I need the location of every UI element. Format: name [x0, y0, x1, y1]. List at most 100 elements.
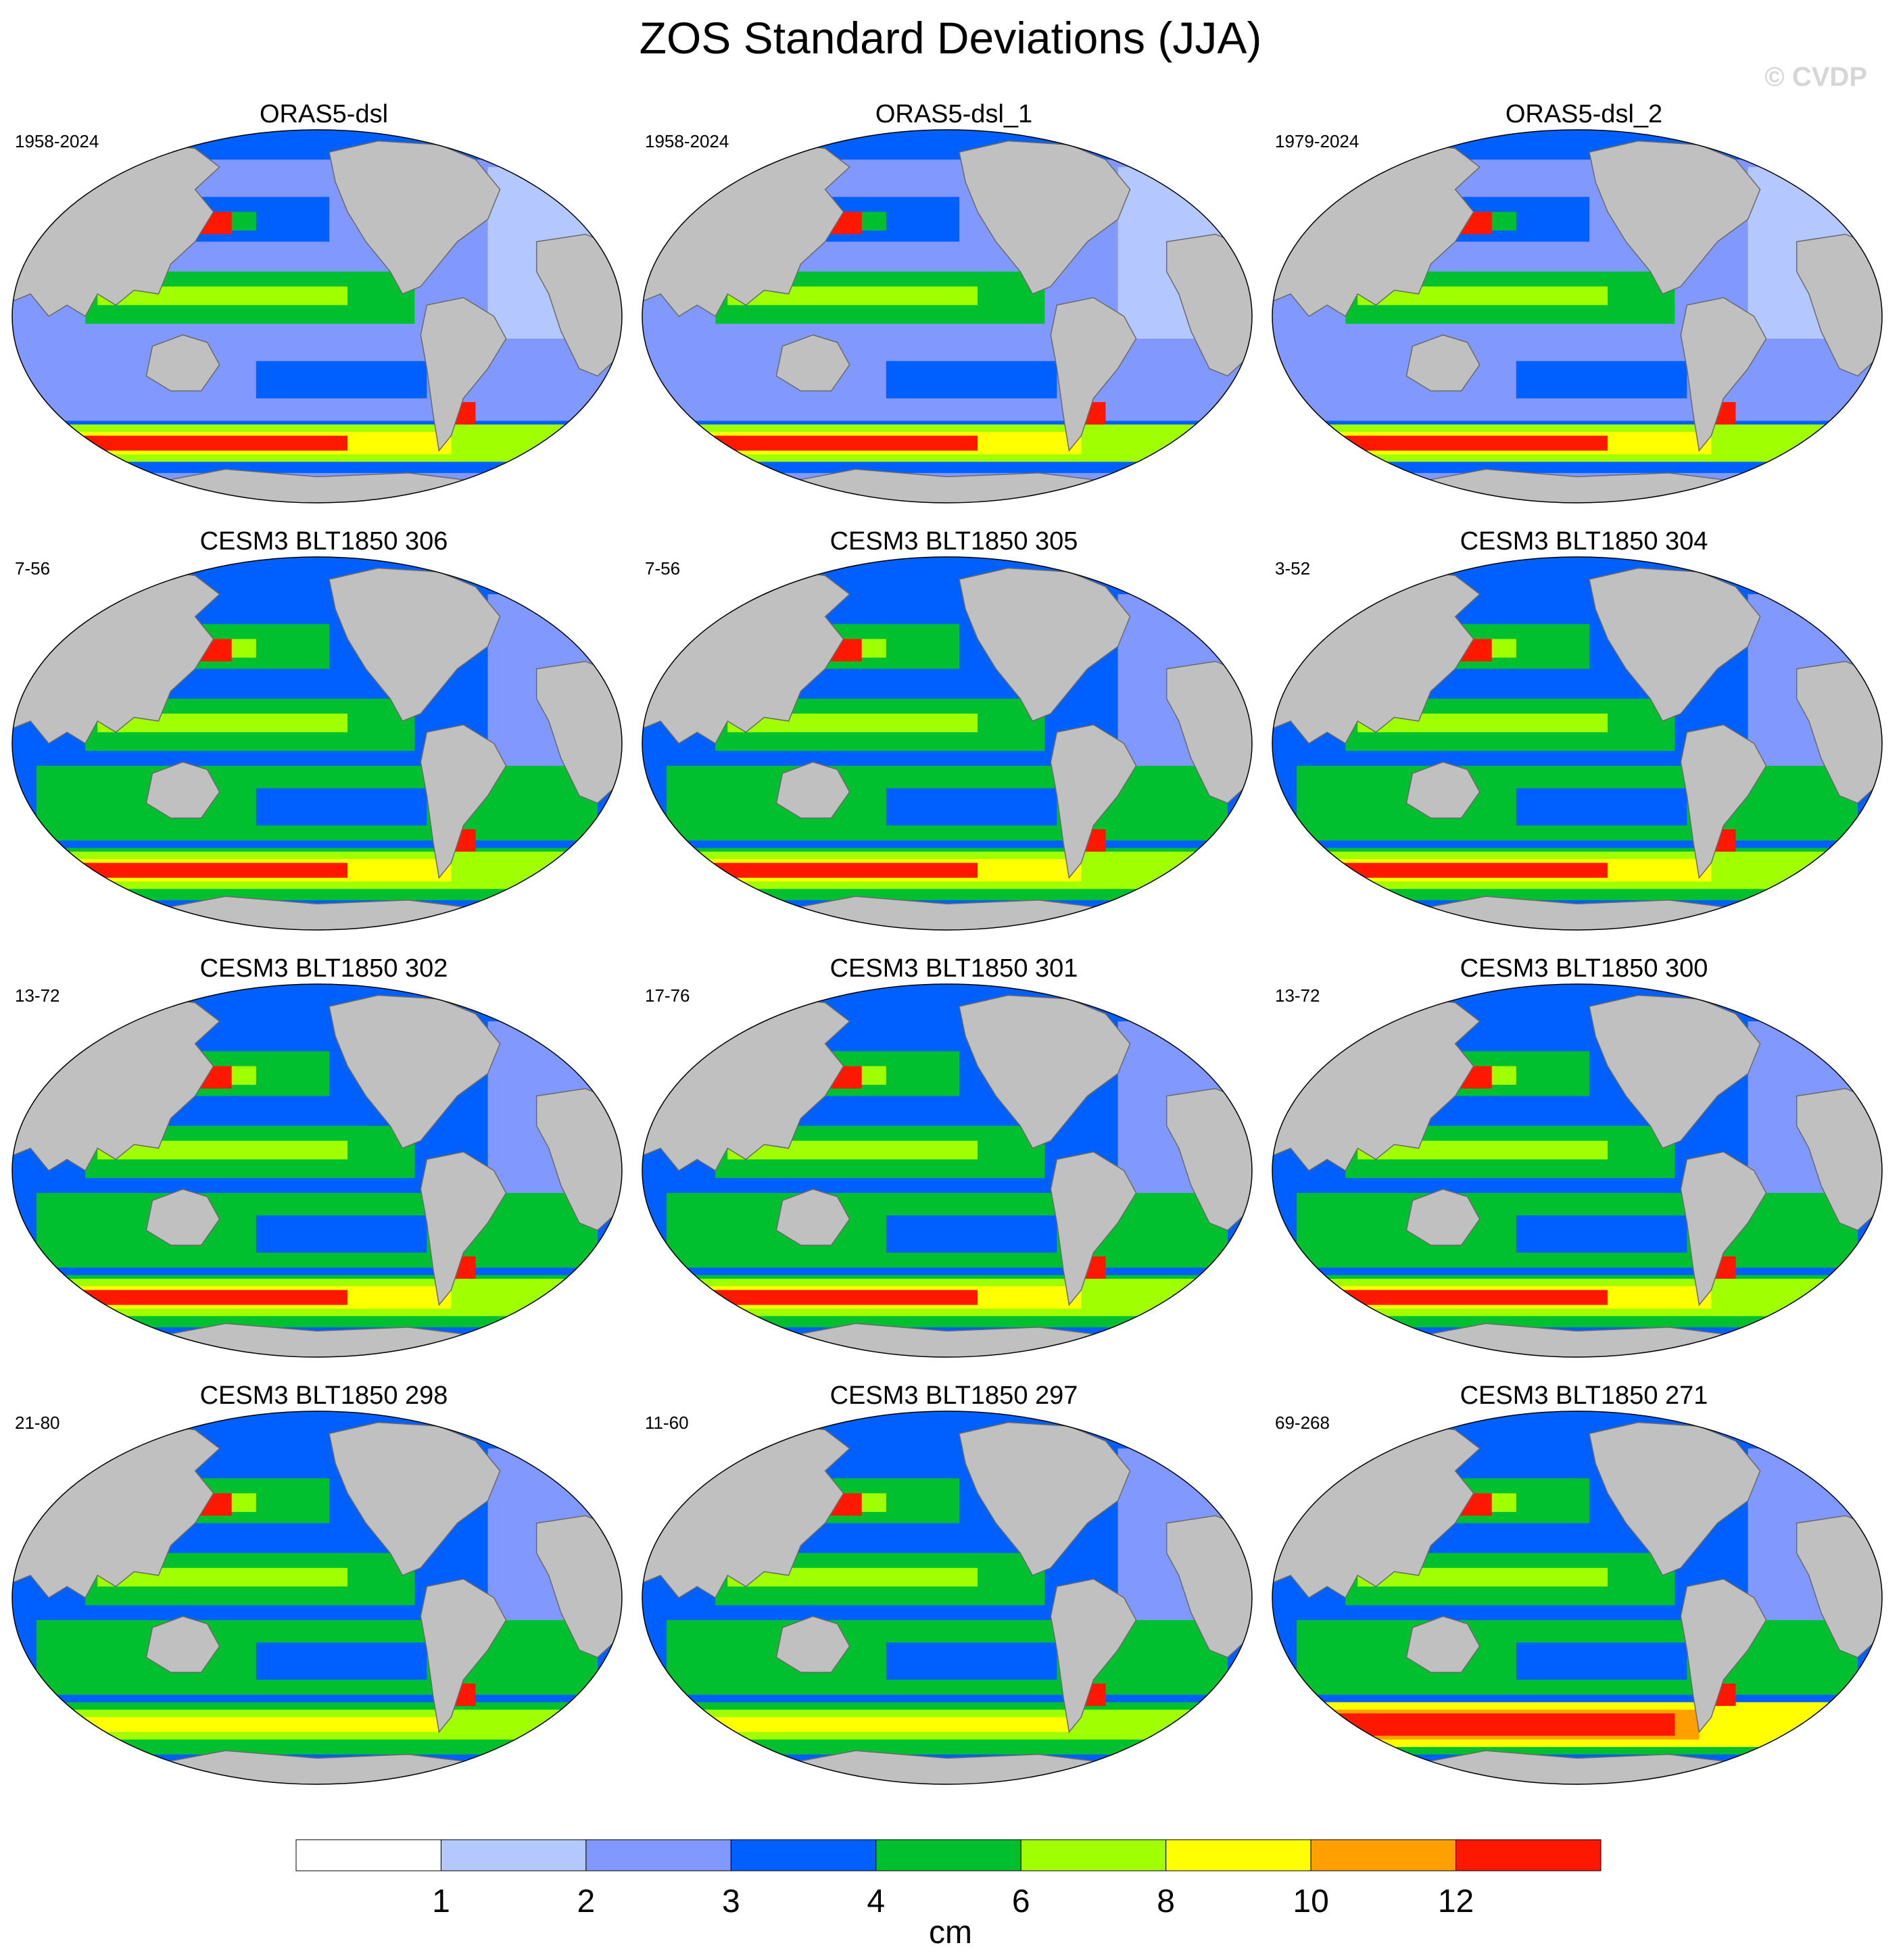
land-australia — [145, 1188, 220, 1246]
land-northamerica — [959, 994, 1131, 1149]
variability-band — [886, 788, 1057, 826]
map-panel: CESM3 BLT1850 271 69-268 — [1270, 1381, 1898, 1814]
map-border — [642, 129, 1253, 504]
map-border — [11, 983, 623, 1358]
variability-band — [12, 984, 622, 1014]
land-northamerica — [959, 1421, 1131, 1576]
variability-band — [61, 862, 348, 878]
global-map — [11, 1411, 623, 1785]
watermark: © CVDP — [1764, 62, 1867, 92]
map-panel: ORAS5-dsl_2 1979-2024 — [1270, 100, 1898, 533]
land-northamerica — [959, 140, 1131, 295]
map-border — [11, 1411, 623, 1785]
global-map — [11, 556, 623, 931]
panel-title: CESM3 BLT1850 298 — [199, 1381, 448, 1410]
panel-title: ORAS5-dsl_1 — [875, 100, 1033, 128]
variability-band — [256, 788, 427, 826]
land-northamerica — [1589, 994, 1761, 1149]
global-map — [642, 1411, 1253, 1785]
variability-band — [642, 1411, 1252, 1442]
variability-band — [886, 361, 1057, 399]
land-northamerica — [1589, 140, 1761, 295]
map-panel: CESM3 BLT1850 305 7-56 — [640, 527, 1268, 960]
map-border — [1272, 983, 1883, 1358]
variability-band — [1516, 1642, 1687, 1680]
variability-band — [642, 130, 1252, 160]
map-panel: ORAS5-dsl_1 1958-2024 — [640, 100, 1268, 533]
variability-band — [61, 435, 348, 451]
map-panel: ORAS5-dsl 1958-2024 — [9, 100, 638, 533]
variability-band — [886, 1642, 1057, 1680]
variability-band — [1321, 435, 1608, 451]
map-panel: CESM3 BLT1850 297 11-60 — [640, 1381, 1268, 1814]
variability-band — [1516, 361, 1687, 399]
land-northamerica — [959, 567, 1131, 722]
variability-band — [1333, 1713, 1675, 1736]
land-australia — [775, 334, 850, 392]
land-southamerica — [420, 1578, 507, 1734]
panel-year-range: 1958-2024 — [15, 131, 99, 151]
variability-band — [1516, 788, 1687, 826]
map-panel: CESM3 BLT1850 304 3-52 — [1270, 527, 1898, 960]
land-australia — [1405, 761, 1481, 819]
panel-year-range: 21-80 — [15, 1413, 60, 1433]
variability-band — [256, 1215, 427, 1253]
panel-title: CESM3 BLT1850 302 — [199, 954, 448, 983]
land-australia — [1405, 334, 1481, 392]
variability-band — [642, 557, 1252, 587]
variability-band — [691, 1290, 978, 1305]
variability-band — [61, 1290, 348, 1305]
map-border — [1272, 129, 1883, 504]
map-panel: CESM3 BLT1850 300 13-72 — [1270, 954, 1898, 1387]
panel-year-range: 13-72 — [1275, 985, 1320, 1006]
panel-year-range: 7-56 — [15, 558, 51, 579]
variability-band — [1272, 1411, 1882, 1442]
panel-title: CESM3 BLT1850 271 — [1460, 1381, 1708, 1410]
land-southamerica — [1050, 724, 1137, 879]
panel-title: CESM3 BLT1850 301 — [829, 954, 1078, 983]
land-northamerica — [1589, 1421, 1761, 1576]
map-panel: CESM3 BLT1850 301 17-76 — [640, 954, 1268, 1387]
land-australia — [145, 761, 220, 819]
map-border — [1272, 556, 1883, 931]
land-southamerica — [1680, 1578, 1767, 1734]
variability-band — [256, 1642, 427, 1680]
land-australia — [775, 1188, 850, 1246]
panel-title: CESM3 BLT1850 304 — [1460, 527, 1708, 556]
panel-year-range: 3-52 — [1275, 558, 1311, 579]
land-southamerica — [1050, 1151, 1137, 1306]
panel-year-range: 13-72 — [15, 985, 60, 1006]
global-map — [1272, 983, 1883, 1358]
land-northamerica — [1589, 567, 1761, 722]
map-border — [1272, 1411, 1883, 1785]
variability-band — [679, 1717, 1069, 1732]
land-australia — [145, 334, 220, 392]
global-map — [1272, 556, 1883, 931]
variability-band — [12, 557, 622, 587]
panel-year-range: 1958-2024 — [645, 131, 729, 151]
panel-year-range: 69-268 — [1275, 1413, 1330, 1433]
panel-title: CESM3 BLT1850 305 — [829, 527, 1078, 556]
land-southamerica — [1050, 1578, 1137, 1734]
land-australia — [775, 1615, 850, 1673]
variability-band — [642, 984, 1252, 1014]
map-border — [642, 556, 1253, 931]
land-southamerica — [420, 724, 507, 879]
panel-title: CESM3 BLT1850 300 — [1460, 954, 1708, 983]
land-northamerica — [329, 1421, 501, 1576]
panel-year-range: 11-60 — [645, 1413, 689, 1433]
variability-band — [49, 1717, 439, 1732]
global-map — [1272, 129, 1883, 504]
variability-band — [691, 435, 978, 451]
map-border — [11, 556, 623, 931]
panel-year-range: 17-76 — [645, 985, 690, 1006]
variability-band — [691, 862, 978, 878]
map-border — [642, 1411, 1253, 1785]
land-australia — [1405, 1615, 1481, 1673]
global-map — [642, 556, 1253, 931]
map-border — [642, 983, 1253, 1358]
variability-band — [12, 130, 622, 160]
land-northamerica — [329, 140, 501, 295]
global-map — [642, 129, 1253, 504]
